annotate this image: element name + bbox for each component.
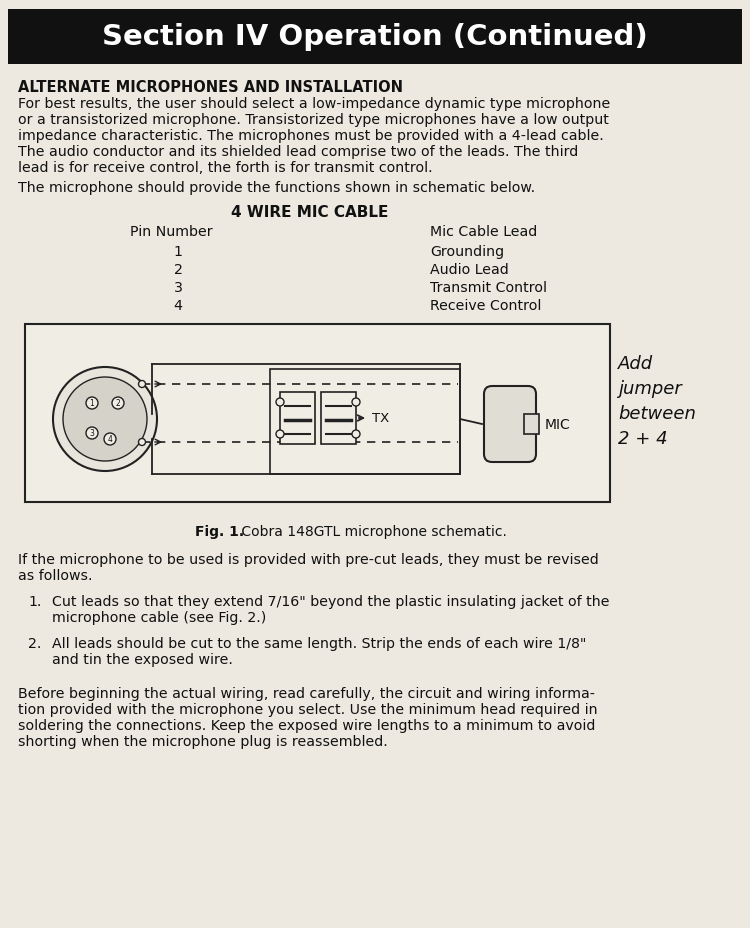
Text: and tin the exposed wire.: and tin the exposed wire. — [52, 652, 232, 666]
Circle shape — [104, 433, 116, 445]
FancyBboxPatch shape — [321, 393, 356, 445]
Text: Add
jumper
between
2 + 4: Add jumper between 2 + 4 — [618, 354, 696, 447]
FancyBboxPatch shape — [484, 387, 536, 462]
Text: The microphone should provide the functions shown in schematic below.: The microphone should provide the functi… — [18, 181, 536, 195]
Text: For best results, the user should select a low-impedance dynamic type microphone: For best results, the user should select… — [18, 97, 610, 110]
Circle shape — [53, 367, 157, 471]
Circle shape — [352, 431, 360, 439]
Circle shape — [276, 431, 284, 439]
FancyBboxPatch shape — [25, 325, 610, 502]
Text: soldering the connections. Keep the exposed wire lengths to a minimum to avoid: soldering the connections. Keep the expo… — [18, 718, 596, 732]
Text: Section IV Operation (Continued): Section IV Operation (Continued) — [102, 23, 648, 51]
Text: 3: 3 — [89, 429, 94, 438]
Text: Receive Control: Receive Control — [430, 299, 542, 313]
Text: The audio conductor and its shielded lead comprise two of the leads. The third: The audio conductor and its shielded lea… — [18, 145, 578, 159]
Circle shape — [139, 439, 146, 446]
FancyBboxPatch shape — [8, 10, 742, 65]
Text: shorting when the microphone plug is reassembled.: shorting when the microphone plug is rea… — [18, 734, 388, 748]
Text: 4: 4 — [107, 435, 112, 444]
Text: 2: 2 — [173, 263, 182, 277]
FancyBboxPatch shape — [524, 415, 539, 434]
Text: 4: 4 — [173, 299, 182, 313]
Circle shape — [139, 381, 146, 388]
Circle shape — [352, 398, 360, 406]
Text: or a transistorized microphone. Transistorized type microphones have a low outpu: or a transistorized microphone. Transist… — [18, 113, 609, 127]
Text: MIC: MIC — [545, 418, 571, 432]
Text: Cut leads so that they extend 7/16" beyond the plastic insulating jacket of the: Cut leads so that they extend 7/16" beyo… — [52, 594, 610, 609]
FancyBboxPatch shape — [280, 393, 315, 445]
Text: Pin Number: Pin Number — [130, 225, 213, 238]
Text: impedance characteristic. The microphones must be provided with a 4-lead cable.: impedance characteristic. The microphone… — [18, 129, 604, 143]
Text: 1: 1 — [90, 399, 94, 408]
Text: TX: TX — [372, 412, 389, 425]
Text: 1: 1 — [173, 245, 182, 259]
Text: as follows.: as follows. — [18, 568, 92, 583]
Text: Audio Lead: Audio Lead — [430, 263, 508, 277]
Circle shape — [86, 397, 98, 409]
Circle shape — [86, 428, 98, 440]
Text: Fig. 1.: Fig. 1. — [195, 524, 244, 538]
Text: Grounding: Grounding — [430, 245, 504, 259]
Circle shape — [276, 398, 284, 406]
Text: 2: 2 — [116, 399, 120, 408]
Text: microphone cable (see Fig. 2.): microphone cable (see Fig. 2.) — [52, 611, 266, 625]
Text: Transmit Control: Transmit Control — [430, 280, 547, 295]
Text: 4 WIRE MIC CABLE: 4 WIRE MIC CABLE — [231, 205, 388, 220]
Text: 1.: 1. — [28, 594, 41, 609]
Text: Before beginning the actual wiring, read carefully, the circuit and wiring infor: Before beginning the actual wiring, read… — [18, 687, 595, 701]
Text: Mic Cable Lead: Mic Cable Lead — [430, 225, 537, 238]
Circle shape — [63, 378, 147, 461]
Text: lead is for receive control, the forth is for transmit control.: lead is for receive control, the forth i… — [18, 161, 433, 174]
Text: tion provided with the microphone you select. Use the minimum head required in: tion provided with the microphone you se… — [18, 702, 598, 716]
Text: 3: 3 — [173, 280, 182, 295]
Text: ALTERNATE MICROPHONES AND INSTALLATION: ALTERNATE MICROPHONES AND INSTALLATION — [18, 80, 403, 95]
Circle shape — [112, 397, 124, 409]
Text: All leads should be cut to the same length. Strip the ends of each wire 1/8": All leads should be cut to the same leng… — [52, 637, 587, 651]
Text: If the microphone to be used is provided with pre-cut leads, they must be revise: If the microphone to be used is provided… — [18, 552, 598, 566]
Text: 2.: 2. — [28, 637, 41, 651]
Text: Cobra 148GTL microphone schematic.: Cobra 148GTL microphone schematic. — [237, 524, 507, 538]
